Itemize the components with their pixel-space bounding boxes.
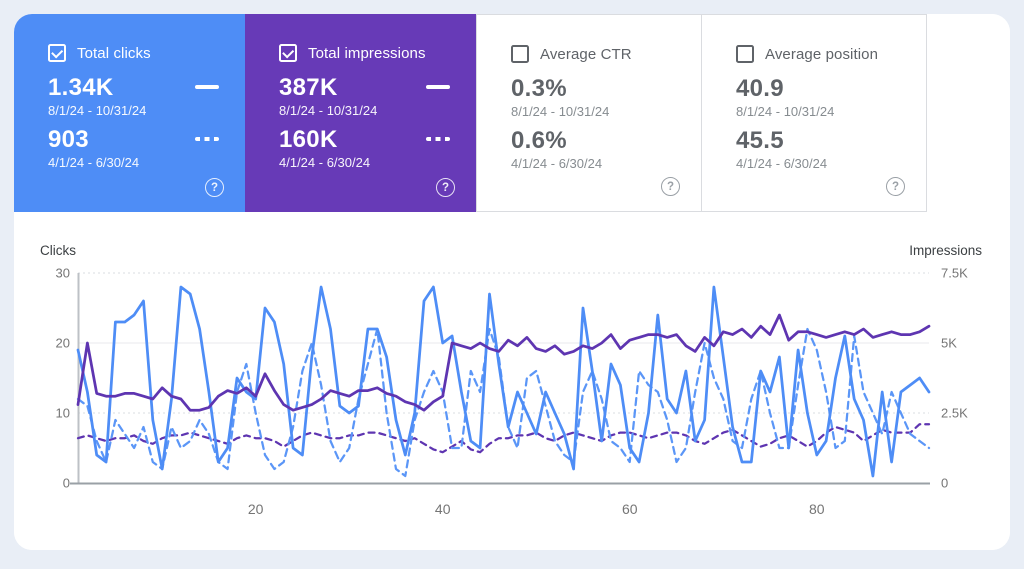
- chart-canvas[interactable]: 0 10 20 30 0 2.5K 5K 7.5K 20 40 60 80: [14, 212, 1010, 550]
- x-tick-label: 80: [809, 501, 825, 517]
- cards-row-filler: [927, 14, 1010, 212]
- metric-date-range: 4/1/24 - 6/30/24: [511, 156, 603, 171]
- metric-period-row: 1.34K 8/1/24 - 10/31/24: [48, 75, 245, 118]
- right-tick-label: 7.5K: [941, 266, 968, 281]
- left-tick-label: 0: [63, 476, 70, 491]
- right-tick-label: 2.5K: [941, 406, 968, 421]
- left-axis-title: Clicks: [40, 243, 76, 258]
- help-icon[interactable]: ?: [661, 177, 680, 196]
- left-tick-label: 30: [56, 266, 70, 281]
- metric-value: 387K: [279, 74, 338, 101]
- metric-card-total-clicks[interactable]: Total clicks 1.34K 8/1/24 - 10/31/24 903…: [14, 14, 245, 212]
- series-line: [76, 327, 931, 478]
- x-tick-label: 60: [622, 501, 638, 517]
- metric-period-row: 0.6% 4/1/24 - 6/30/24: [511, 128, 701, 171]
- metric-date-range: 8/1/24 - 10/31/24: [48, 103, 147, 118]
- metric-value: 903: [48, 126, 89, 153]
- metric-value: 0.6%: [511, 127, 567, 154]
- dashed-line-legend-icon: [195, 137, 219, 141]
- performance-panel: Total clicks 1.34K 8/1/24 - 10/31/24 903…: [14, 14, 1010, 550]
- right-tick-label: 0: [941, 476, 948, 491]
- x-tick-label: 40: [435, 501, 451, 517]
- checkbox-checked-icon[interactable]: [48, 44, 66, 62]
- metric-value: 0.3%: [511, 75, 567, 102]
- series-line: [76, 313, 931, 412]
- metric-cards-row: Total clicks 1.34K 8/1/24 - 10/31/24 903…: [14, 14, 1010, 212]
- dashed-line-legend-icon: [426, 137, 450, 141]
- metric-date-range: 8/1/24 - 10/31/24: [736, 104, 835, 119]
- metric-date-range: 4/1/24 - 6/30/24: [736, 156, 828, 171]
- right-axis-title: Impressions: [909, 243, 982, 258]
- card-title: Total impressions: [308, 44, 426, 62]
- checkbox-unchecked-icon[interactable]: [736, 45, 754, 63]
- metric-period-row: 0.3% 8/1/24 - 10/31/24: [511, 76, 701, 119]
- metric-date-range: 4/1/24 - 6/30/24: [48, 155, 140, 170]
- left-tick-label: 20: [56, 336, 70, 351]
- metric-value: 160K: [279, 126, 338, 153]
- left-tick-label: 10: [56, 406, 70, 421]
- metric-value: 45.5: [736, 127, 784, 154]
- solid-line-legend-icon: [426, 85, 450, 89]
- metric-period-row: 387K 8/1/24 - 10/31/24: [279, 75, 476, 118]
- metric-period-row: 160K 4/1/24 - 6/30/24: [279, 127, 476, 170]
- help-icon[interactable]: ?: [886, 177, 905, 196]
- help-icon[interactable]: ?: [205, 178, 224, 197]
- x-tick-label: 20: [248, 501, 264, 517]
- metric-value: 40.9: [736, 75, 784, 102]
- right-tick-label: 5K: [941, 336, 957, 351]
- checkbox-unchecked-icon[interactable]: [511, 45, 529, 63]
- metric-card-average-ctr[interactable]: Average CTR 0.3% 8/1/24 - 10/31/24 0.6% …: [476, 14, 702, 212]
- metric-date-range: 8/1/24 - 10/31/24: [279, 103, 378, 118]
- metric-period-row: 903 4/1/24 - 6/30/24: [48, 127, 245, 170]
- metric-date-range: 8/1/24 - 10/31/24: [511, 104, 610, 119]
- card-title: Total clicks: [77, 44, 151, 62]
- card-title: Average CTR: [540, 45, 632, 63]
- metric-date-range: 4/1/24 - 6/30/24: [279, 155, 371, 170]
- metric-period-row: 45.5 4/1/24 - 6/30/24: [736, 128, 926, 171]
- solid-line-legend-icon: [195, 85, 219, 89]
- metric-period-row: 40.9 8/1/24 - 10/31/24: [736, 76, 926, 119]
- metric-card-average-position[interactable]: Average position 40.9 8/1/24 - 10/31/24 …: [701, 14, 927, 212]
- metric-value: 1.34K: [48, 74, 114, 101]
- metric-card-total-impressions[interactable]: Total impressions 387K 8/1/24 - 10/31/24…: [245, 14, 476, 212]
- checkbox-checked-icon[interactable]: [279, 44, 297, 62]
- card-title: Average position: [765, 45, 879, 63]
- series-line: [76, 285, 931, 478]
- performance-chart[interactable]: Clicks Impressions 0 10 20 30 0 2.5K 5K 7.5K 20 4…: [14, 212, 1010, 550]
- help-icon[interactable]: ?: [436, 178, 455, 197]
